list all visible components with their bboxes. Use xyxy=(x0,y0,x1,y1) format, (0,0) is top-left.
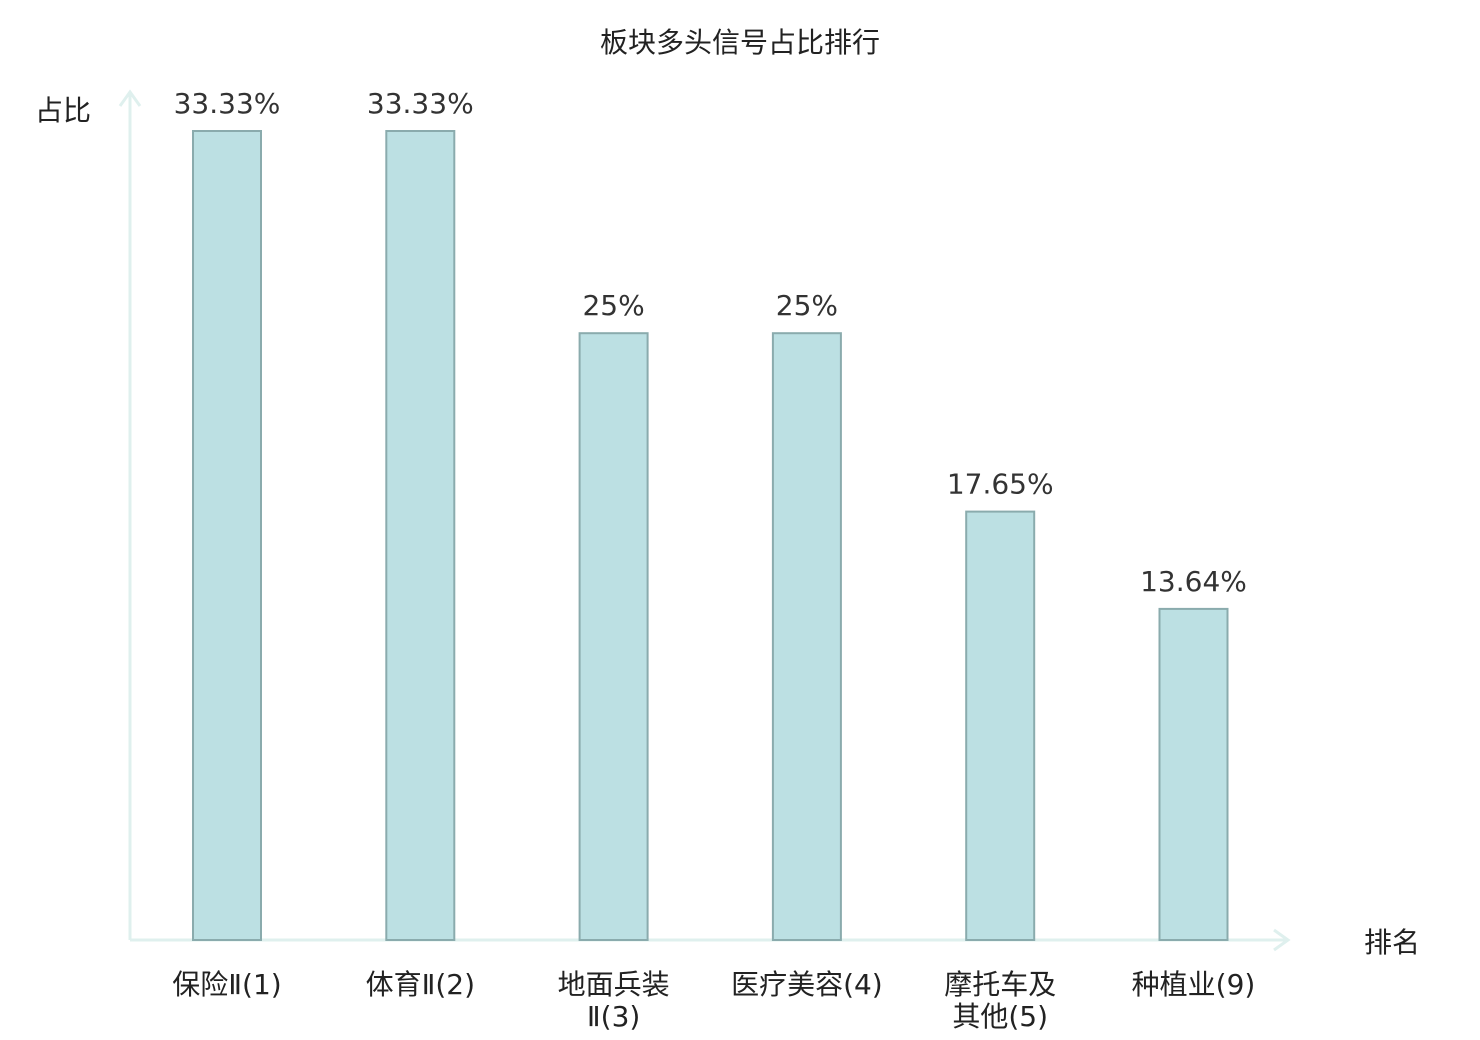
category-label-line: 其他(5) xyxy=(952,1000,1048,1033)
category-label-line: 种植业(9) xyxy=(1132,968,1256,1001)
bar-4 xyxy=(771,332,842,941)
value-label-3: 25% xyxy=(582,289,644,322)
x-axis-label: 排名 xyxy=(1364,926,1420,959)
category-label-line: 摩托车及 xyxy=(944,968,1056,1001)
category-label-3: 地面兵装 Ⅱ(3) xyxy=(558,968,670,1033)
value-label-4: 25% xyxy=(776,289,838,322)
bar-2 xyxy=(385,130,456,941)
y-axis-label: 占比 xyxy=(35,94,91,127)
category-label-line: 体育Ⅱ(2) xyxy=(366,968,475,1001)
category-label-5: 摩托车及其他(5) xyxy=(944,968,1056,1033)
category-label-line: 保险Ⅱ(1) xyxy=(172,968,281,1001)
value-label-5: 17.65% xyxy=(947,468,1054,501)
x-axis-arrow xyxy=(1273,928,1291,952)
y-axis-arrow xyxy=(118,89,142,107)
category-labels-layer: 保险Ⅱ(1) 体育Ⅱ(2) 地面兵装 Ⅱ(3) 医疗美容(4) 摩托车及其他(5) 种植业(… xyxy=(172,968,1255,1033)
bar-6 xyxy=(1158,607,1229,942)
bar-5 xyxy=(965,510,1036,941)
bar-3 xyxy=(578,332,649,941)
bar-1 xyxy=(192,130,262,941)
category-label-4: 医疗美容(4) xyxy=(731,968,883,1001)
bars-layer xyxy=(192,130,1229,942)
category-label-line: 地面兵装 xyxy=(558,968,670,1001)
chart-title: 板块多头信号占比排行 xyxy=(600,26,880,59)
value-label-1: 33.33% xyxy=(174,87,281,120)
category-label-6: 种植业(9) xyxy=(1132,968,1256,1001)
category-label-2: 体育Ⅱ(2) xyxy=(366,968,475,1001)
category-label-line: 医疗美容(4) xyxy=(731,968,883,1001)
value-label-2: 33.33% xyxy=(367,87,474,120)
category-label-line: Ⅱ(3) xyxy=(587,1000,640,1033)
value-label-6: 13.64% xyxy=(1140,565,1247,598)
value-labels-layer: 33.33% 33.33% 25% 25% 17.65% 13.64% xyxy=(174,87,1247,598)
category-label-1: 保险Ⅱ(1) xyxy=(172,968,281,1001)
